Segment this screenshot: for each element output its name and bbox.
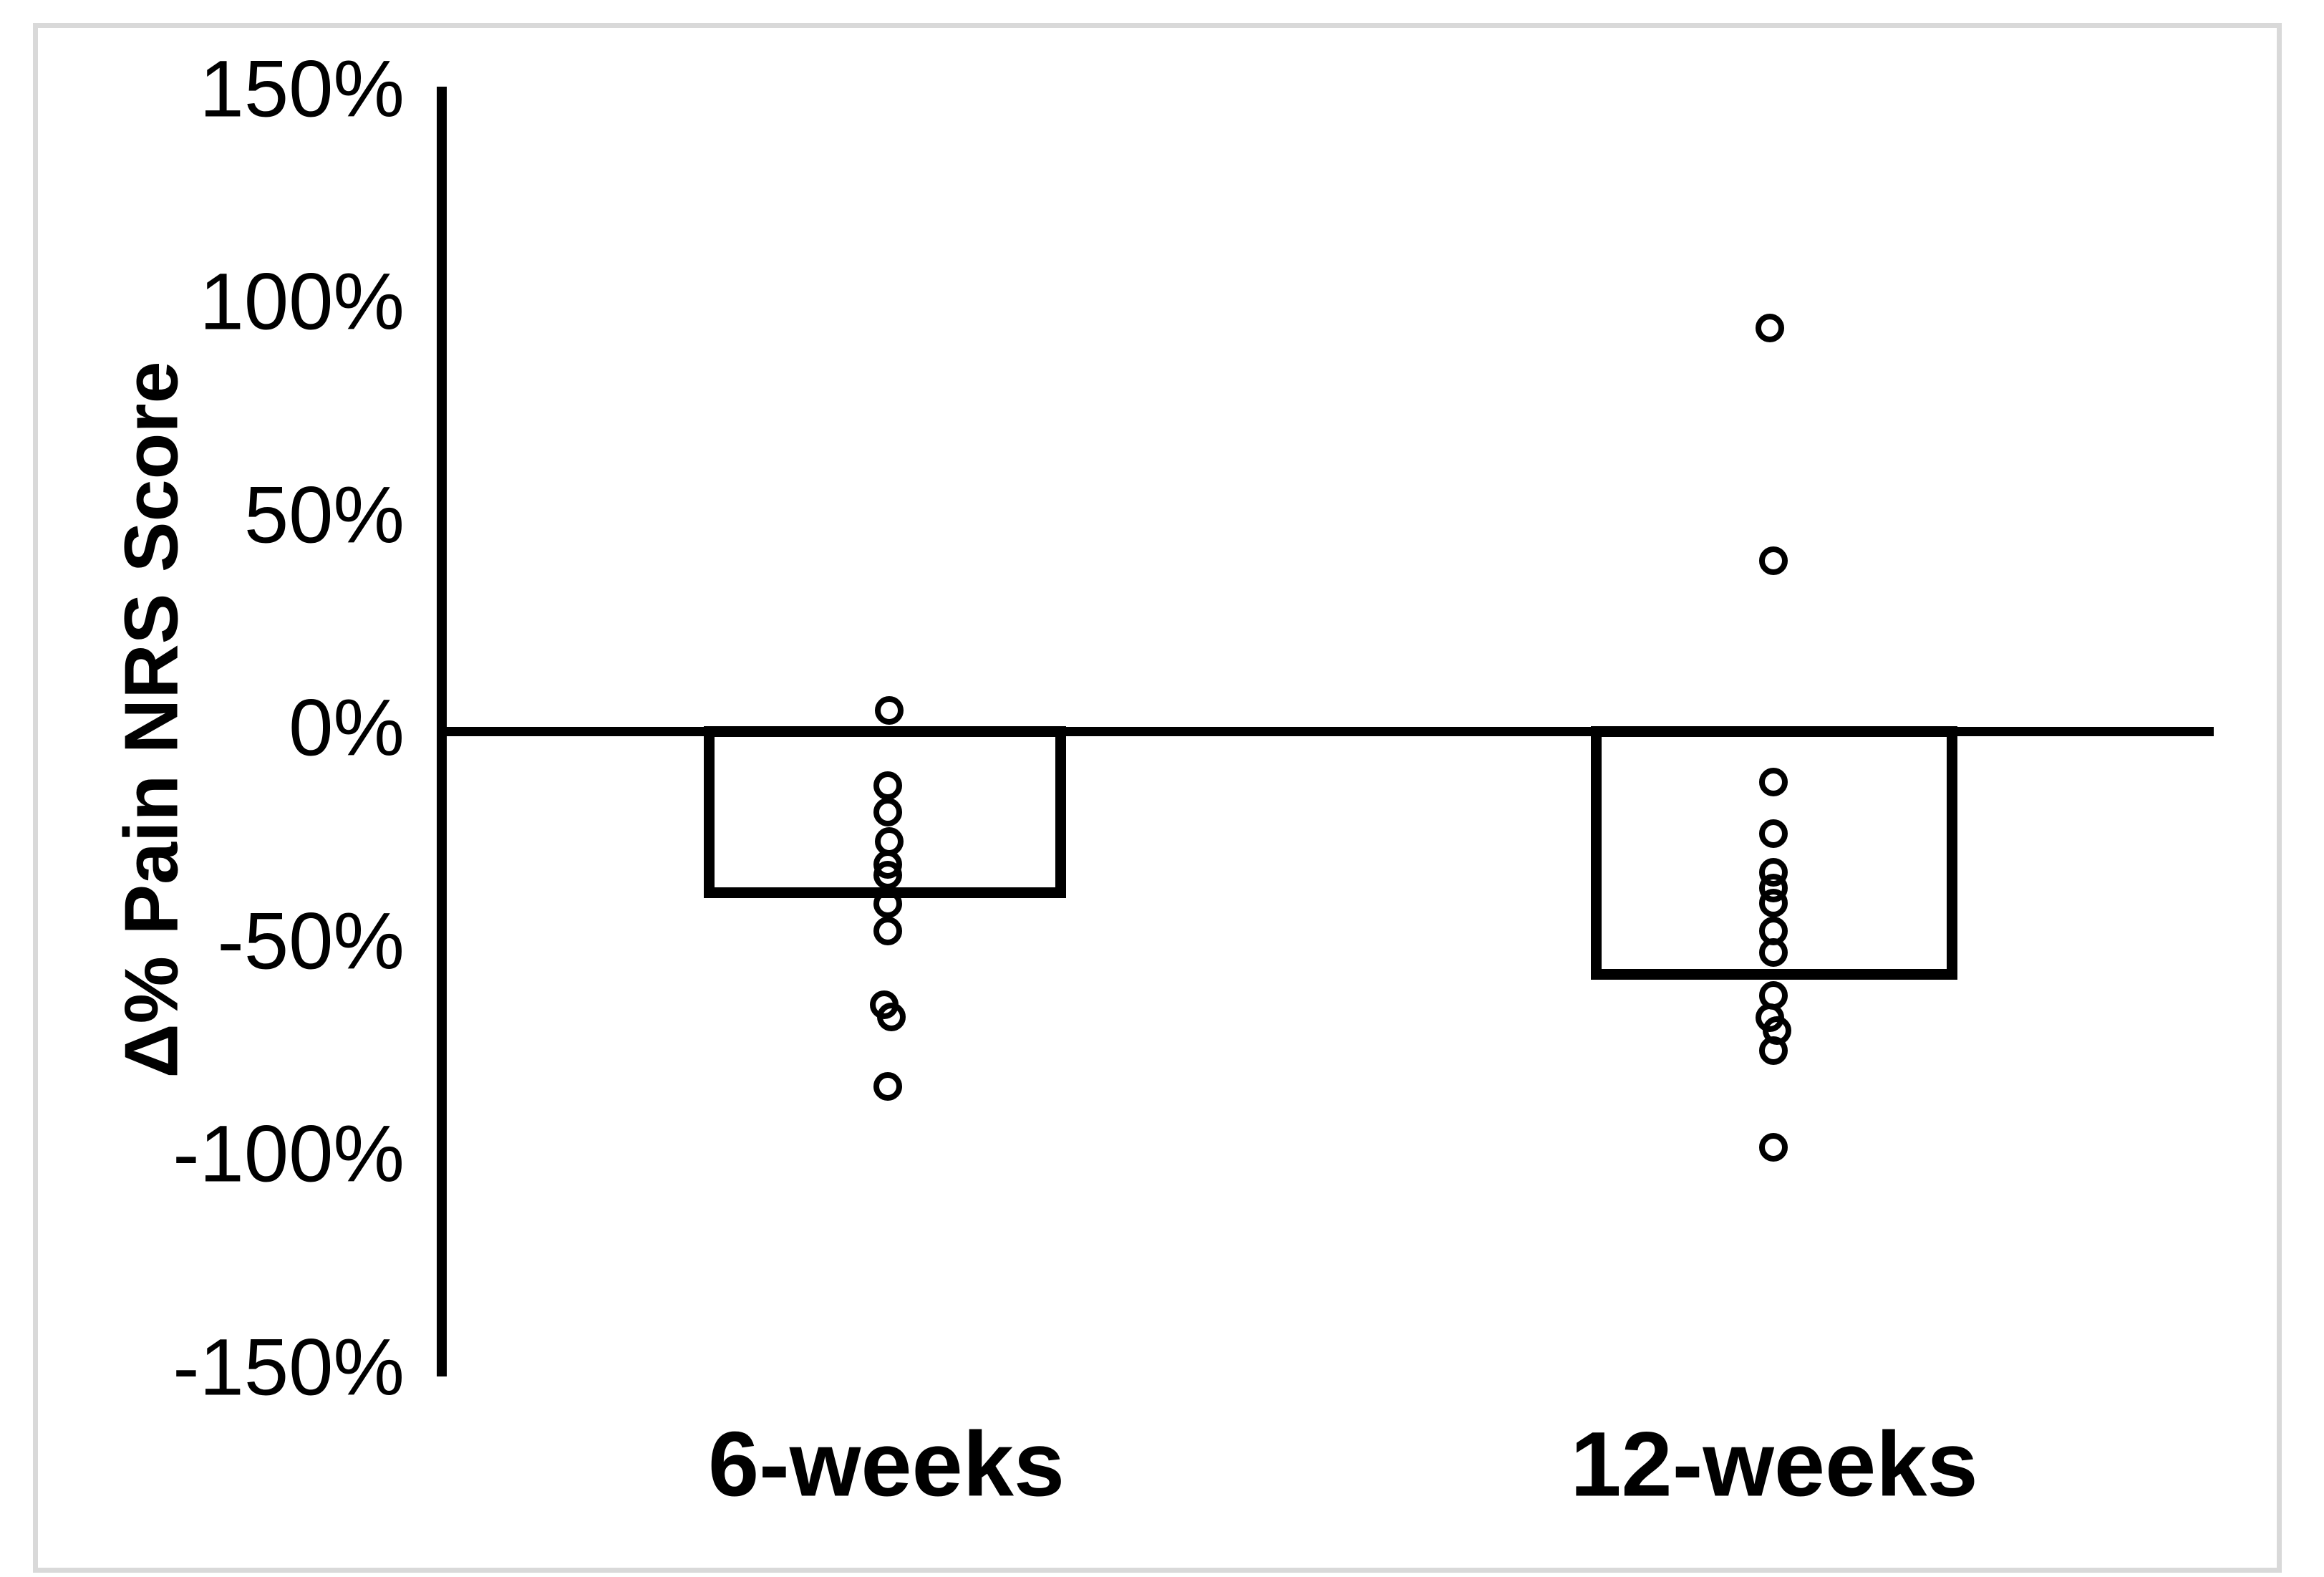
y-tick-label--150%: -150% <box>173 1321 405 1412</box>
category-label-6-weeks: 6-weeks <box>707 1413 1065 1516</box>
zero-baseline <box>437 727 2214 736</box>
data-point-6-weeks <box>873 1072 902 1101</box>
bar-bottom-edge-6-weeks <box>704 887 1066 898</box>
bar-bottom-edge-12-weeks <box>1591 968 1957 980</box>
data-point-12-weeks <box>1759 888 1788 917</box>
data-point-6-weeks <box>875 696 904 725</box>
data-point-12-weeks <box>1759 546 1788 575</box>
y-tick-label-0%: 0% <box>289 683 405 773</box>
chart-outer-frame <box>33 23 2282 1573</box>
data-point-12-weeks <box>1759 819 1788 849</box>
data-point-6-weeks <box>873 860 902 889</box>
data-point-6-weeks <box>873 917 902 946</box>
y-tick-label-150%: 150% <box>199 43 405 133</box>
data-point-12-weeks <box>1759 1132 1788 1162</box>
data-point-6-weeks <box>873 771 902 800</box>
y-tick-label-50%: 50% <box>243 469 405 559</box>
data-point-12-weeks <box>1756 314 1784 343</box>
data-point-6-weeks <box>873 798 902 827</box>
y-tick-label--100%: -100% <box>173 1109 405 1199</box>
data-point-12-weeks <box>1759 768 1788 797</box>
data-point-12-weeks <box>1759 937 1788 967</box>
category-label-12-weeks: 12-weeks <box>1570 1413 1978 1516</box>
data-point-12-weeks <box>1759 1036 1788 1065</box>
y-tick-label-100%: 100% <box>199 256 405 347</box>
y-tick-label--50%: -50% <box>217 895 405 985</box>
data-point-6-weeks <box>877 1003 906 1032</box>
